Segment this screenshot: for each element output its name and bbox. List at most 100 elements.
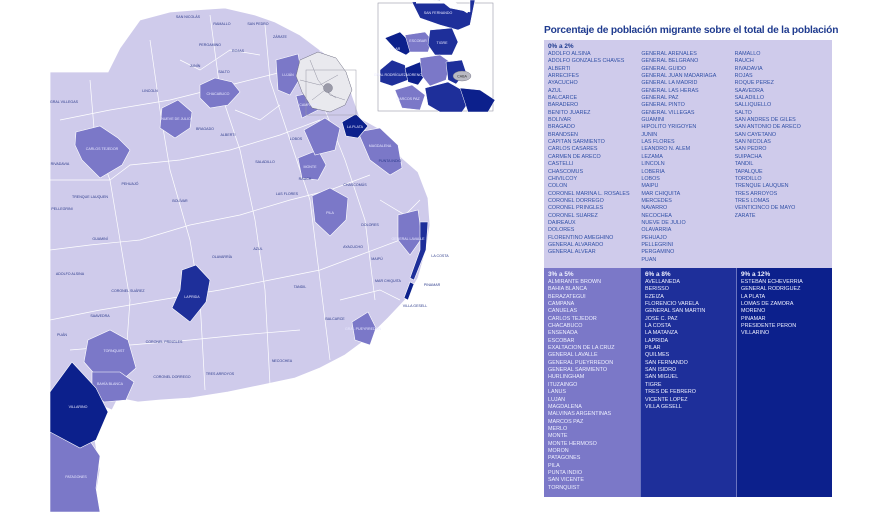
municipality-item: VICENTE LÓPEZ (645, 396, 688, 403)
label-mar-chiquita: MAR CHIQUITA (375, 279, 401, 283)
municipality-item: GENERAL GUIDO (641, 65, 687, 72)
municipality-item: DAIREAUX (548, 219, 576, 226)
municipality-item: RIVADAVIA (734, 65, 763, 72)
label-escobar: ESCOBAR (409, 39, 427, 43)
gba-inset: CABA (377, 0, 496, 113)
range-6-8-list: AVELLANEDA BERISSO EZEIZA FLORENCIO VARELA G… (645, 279, 732, 411)
municipality-item: SALADILLO (734, 95, 765, 102)
label-lobos: LOBOS (290, 137, 303, 141)
municipality-item: GENERAL RODRÍGUEZ (741, 286, 801, 293)
legend-range-9-12: 9% a 12% ESTEBAN ECHEVERRÍA GENERAL RODRÍ… (736, 268, 832, 497)
municipality-item: ADOLFO ALSINA (548, 51, 591, 57)
municipality-item: CARMEN DE ARECO (548, 153, 601, 160)
label-pergamino: PERGAMINO (199, 43, 221, 47)
municipality-item: BRANDSEN (548, 131, 578, 138)
municipality-item: GENERAL PINTO (641, 102, 685, 109)
municipality-item: LA PLATA (741, 293, 766, 300)
label-tornquist: TORNQUIST (103, 349, 125, 353)
municipality-item: MONTE (548, 433, 568, 440)
municipality-item: EZEIZA (645, 293, 664, 300)
county-laprida (171, 264, 211, 323)
municipality-item: TRES LOMAS (734, 197, 770, 204)
label-necochea: NECOCHEA (272, 359, 293, 363)
counties-3-5 (49, 53, 423, 512)
label-saavedra: SAAVEDRA (90, 314, 110, 318)
municipality-item: GENERAL ARENALES (641, 51, 697, 57)
label-pinamar: PINAMAR (424, 283, 441, 287)
municipality-item: GENERAL PAZ (641, 95, 679, 102)
label-la-plata: LA PLATA (347, 125, 364, 129)
municipality-item: EXALTACIÓN DE LA CRUZ (548, 345, 615, 352)
municipality-item: MAGDALENA (548, 403, 582, 410)
municipality-item: SAN ANDRÉS DE GILES (734, 117, 796, 124)
label-guamini: GUAMINÍ (92, 237, 107, 241)
municipality-item: PELLEGRINI (641, 241, 674, 248)
label-gral-rodriguez: GRAL RODRÍGUEZ (374, 73, 407, 77)
municipality-item: PATAGONES (548, 455, 581, 462)
municipality-item: TRES DE FEBRERO (645, 389, 696, 396)
label-tres-arroyos: TRES ARROYOS (206, 372, 235, 376)
label-chascomus: CHASCOMÚS (343, 182, 367, 187)
label-carlos-tejedor: CARLOS TEJEDOR (86, 147, 119, 151)
label-magdalena: MAGDALENA (369, 144, 392, 148)
range-label-6-8: 6% a 8% (645, 271, 671, 278)
municipality-item: ALMIRANTE BROWN (548, 279, 602, 285)
label-la-costa: LA COSTA (431, 254, 449, 258)
municipality-item: GENERAL BELGRANO (641, 58, 699, 65)
label-laprida: LAPRIDA (184, 295, 200, 299)
legend-panel: Porcentaje de población migrante sobre e… (544, 22, 839, 497)
municipality-item: TRENQUE LAUQUEN (734, 183, 789, 190)
municipality-item: DOLORES (548, 227, 575, 234)
county-magdalena (357, 127, 403, 176)
county-pila (311, 187, 349, 237)
label-pellegrini: PELLEGRINI (51, 207, 72, 211)
municipality-item: QUILMES (645, 352, 670, 359)
municipality-item: SAN CAYETANO (734, 131, 777, 138)
legend-range-6-8: 6% a 8% AVELLANEDA BERISSO EZEIZA FLORENCIO… (640, 268, 736, 497)
county-pinamar (403, 281, 415, 301)
municipality-item: SAN ANTONIO DE ARECO (734, 124, 801, 131)
label-punta-indio: PUNTA INDIO (379, 159, 402, 163)
municipality-item: ZÁRATE (734, 212, 756, 219)
municipality-item: AVELLANEDA (645, 279, 680, 285)
municipality-item: HURLINGHAM (548, 374, 585, 381)
counties-9-12 (49, 113, 415, 449)
municipality-item: MALVINAS ARGENTINAS (548, 411, 612, 418)
municipality-item: GENERAL LAVALLE (548, 352, 598, 359)
label-junin: JUNÍN (190, 64, 201, 68)
range-label-9-12: 9% a 12% (741, 271, 771, 278)
municipality-item: GENERAL ALVARADO (548, 241, 604, 248)
range-label-3-5: 3% a 5% (548, 271, 574, 278)
legend-range-0-2: 0% a 2% ADOLFO ALSINA ADOLFO GONZALES CHA… (544, 40, 832, 268)
municipality-item: GENERAL VILLEGAS (641, 109, 695, 116)
county-la-plata (341, 113, 369, 139)
municipality-item: LA MATANZA (645, 330, 678, 337)
municipality-item: BAHÍA BLANCA (548, 286, 587, 293)
municipality-item: MERCEDES (641, 197, 672, 204)
municipality-item: LEZAMA (641, 153, 663, 160)
municipality-item: MONTE HERMOSO (548, 440, 597, 447)
municipality-item: CORONEL SUÁREZ (548, 212, 598, 219)
legend-title: Porcentaje de población migrante sobre e… (544, 25, 839, 36)
municipality-item: PERGAMINO (641, 249, 675, 256)
municipality-item: GENERAL SAN MARTÍN (645, 308, 706, 315)
counties-6-8 (171, 221, 429, 323)
county-lujan-escobar (275, 53, 303, 96)
municipality-item: LEANDRO N. ALEM (641, 146, 691, 153)
municipality-item: NUEVE DE JULIO (641, 219, 686, 226)
label-marcos-paz: MARCOS PAZ (396, 97, 420, 101)
municipality-item: MAIPÚ (641, 183, 659, 190)
municipality-item: ADOLFO GONZALES CHAVES (548, 58, 625, 65)
range-0-2-column-3: RAMALLO RAUCH RIVADAVIA ROJAS ROQUE PÉREZ SAA… (735, 51, 828, 264)
label-san-pedro: SAN PEDRO (247, 22, 268, 26)
municipality-item: SALLIQUELLÓ (734, 102, 772, 109)
label-pilar: PILAR (390, 47, 401, 51)
label-coronel-pringles: CORONEL PRINGLES (146, 340, 183, 344)
label-tigre: TIGRE (437, 41, 449, 45)
municipality-item: VILLA GESELL (645, 403, 682, 410)
municipality-item: ARRECIFES (548, 73, 579, 80)
municipality-item: GENERAL PUEYRREDÓN (548, 359, 614, 366)
municipality-item: TANDIL (734, 161, 754, 168)
municipality-item: CASTELLI (548, 161, 574, 168)
county-chacabuco (199, 77, 241, 109)
